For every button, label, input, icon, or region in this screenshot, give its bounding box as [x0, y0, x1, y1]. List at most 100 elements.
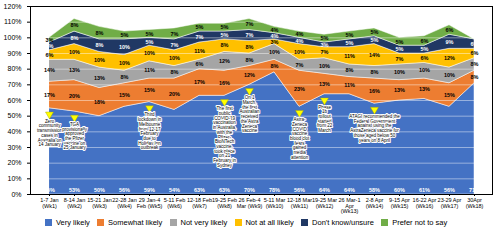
svg-text:Zerocommunitytransmissioncases: Zerocommunitytransmissioncases inAustral… — [37, 119, 63, 148]
svg-text:2-8 Apr(Wk14): 2-8 Apr(Wk14) — [366, 197, 384, 209]
svg-text:5%: 5% — [421, 46, 429, 52]
svg-text:0%: 0% — [11, 191, 21, 198]
svg-text:5%: 5% — [146, 31, 154, 37]
svg-text:The firstpublicCOVID-19vaccina: The firstpublicCOVID-19vaccinationin Aus… — [213, 106, 237, 168]
svg-text:64%: 64% — [319, 187, 330, 193]
svg-text:63%: 63% — [194, 187, 205, 193]
svg-text:5-11 Feb(Wk6): 5-11 Feb(Wk6) — [164, 197, 186, 209]
svg-text:26 Mar-1Apr(Wk13): 26 Mar-1Apr(Wk13) — [338, 197, 360, 214]
svg-text:3%: 3% — [46, 37, 54, 43]
svg-text:30Apr(Wk18): 30Apr(Wk18) — [466, 197, 484, 209]
svg-text:16%: 16% — [369, 88, 380, 94]
svg-text:23%: 23% — [294, 86, 305, 92]
svg-text:59%: 59% — [144, 187, 155, 193]
svg-text:5%: 5% — [346, 40, 354, 46]
svg-text:5%: 5% — [396, 46, 404, 52]
svg-text:1-7 Jan(Wk1): 1-7 Jan(Wk1) — [40, 197, 58, 209]
svg-text:7%: 7% — [171, 42, 179, 48]
svg-text:8%: 8% — [221, 42, 229, 48]
svg-text:20%: 20% — [69, 93, 80, 99]
svg-text:8%: 8% — [371, 69, 379, 75]
svg-text:110%: 110% — [4, 18, 21, 25]
svg-text:10%: 10% — [119, 60, 130, 66]
svg-text:4%: 4% — [296, 31, 304, 37]
svg-text:7%: 7% — [246, 21, 254, 27]
svg-text:23-29 Apr(Wk17): 23-29 Apr(Wk17) — [438, 197, 462, 209]
svg-text:5%: 5% — [221, 24, 229, 30]
svg-text:60%: 60% — [7, 97, 21, 104]
svg-text:19-25 Mar(Wk12): 19-25 Mar(Wk12) — [312, 197, 337, 209]
svg-text:TGAprovisionallyapprovedthe Pf: TGAprovisionallyapprovedthe Pfizervaccin… — [62, 122, 88, 151]
svg-text:58%: 58% — [369, 187, 380, 193]
svg-text:60%: 60% — [394, 187, 405, 193]
svg-text:10%: 10% — [294, 49, 305, 55]
svg-text:6%: 6% — [421, 38, 429, 44]
svg-text:6%: 6% — [196, 61, 204, 67]
svg-text:7%: 7% — [246, 32, 254, 38]
svg-text:7%: 7% — [396, 56, 404, 62]
svg-text:8%: 8% — [471, 74, 479, 80]
svg-text:10%: 10% — [69, 49, 80, 55]
svg-text:80%: 80% — [7, 65, 21, 72]
svg-text:12-18 Mar(Wk11): 12-18 Mar(Wk11) — [287, 197, 312, 209]
svg-text:9-15 Apr(Wk15): 9-15 Apr(Wk15) — [389, 197, 410, 209]
svg-text:10%: 10% — [394, 69, 405, 75]
svg-text:6%: 6% — [471, 41, 479, 47]
svg-text:11%: 11% — [194, 48, 205, 54]
svg-text:3%: 3% — [271, 39, 279, 45]
svg-text:10%: 10% — [144, 50, 155, 56]
svg-text:16%: 16% — [219, 80, 230, 86]
svg-text:22-28 Jan(Wk4): 22-28 Jan(Wk4) — [112, 197, 136, 209]
svg-text:15%: 15% — [144, 87, 155, 93]
svg-text:56%: 56% — [294, 187, 305, 193]
svg-text:13%: 13% — [394, 87, 405, 93]
svg-text:64%: 64% — [344, 187, 355, 193]
svg-text:10%: 10% — [94, 57, 105, 63]
svg-text:8%: 8% — [246, 57, 254, 63]
svg-text:12%: 12% — [219, 58, 230, 64]
svg-text:6%: 6% — [471, 50, 479, 56]
svg-text:15%: 15% — [444, 92, 455, 98]
svg-text:17%: 17% — [194, 79, 205, 85]
svg-text:10%: 10% — [119, 44, 130, 50]
svg-text:5%: 5% — [396, 39, 404, 45]
svg-text:8%: 8% — [71, 22, 79, 28]
svg-text:8-14 Jan(Wk2): 8-14 Jan(Wk2) — [64, 197, 85, 209]
svg-text:16-22 Apr(Wk16): 16-22 Apr(Wk16) — [413, 197, 437, 209]
svg-text:5%: 5% — [196, 24, 204, 30]
svg-text:8%: 8% — [96, 30, 104, 36]
svg-text:5%: 5% — [346, 32, 354, 38]
svg-text:61%: 61% — [419, 187, 430, 193]
svg-text:8%: 8% — [96, 42, 104, 48]
svg-text:100%: 100% — [4, 34, 22, 41]
svg-text:20%: 20% — [7, 159, 21, 166]
svg-text:5%: 5% — [46, 43, 54, 49]
svg-text:14%: 14% — [369, 52, 380, 58]
svg-text:15-21 Jan(Wk3): 15-21 Jan(Wk3) — [87, 197, 111, 209]
svg-text:8%: 8% — [246, 44, 254, 50]
svg-text:8%: 8% — [71, 35, 79, 41]
svg-text:53%: 53% — [69, 187, 80, 193]
svg-text:12%: 12% — [244, 72, 255, 78]
svg-text:Astra-ZenecaCOVIDvaccineblood: Astra-ZenecaCOVIDvaccineblood clotfearsg… — [290, 117, 310, 160]
svg-text:8%: 8% — [171, 69, 179, 75]
svg-text:14%: 14% — [44, 67, 55, 73]
svg-text:10%: 10% — [169, 55, 180, 61]
svg-text:56%: 56% — [444, 187, 455, 193]
svg-text:5%: 5% — [321, 35, 329, 41]
svg-text:13%: 13% — [94, 75, 105, 81]
svg-text:8%: 8% — [346, 67, 354, 73]
svg-text:6%: 6% — [46, 52, 54, 58]
svg-text:90%: 90% — [7, 50, 21, 57]
svg-text:30%: 30% — [7, 144, 21, 151]
svg-text:On 1March,the firstAustralianr: On 1March,the firstAustralianreceivedthe… — [239, 95, 260, 133]
svg-text:8%: 8% — [471, 61, 479, 67]
svg-text:7%: 7% — [196, 34, 204, 40]
svg-text:17%: 17% — [44, 92, 55, 98]
svg-text:78%: 78% — [269, 187, 280, 193]
svg-text:13%: 13% — [319, 81, 330, 87]
svg-text:5%: 5% — [371, 37, 379, 43]
svg-text:5%: 5% — [121, 32, 129, 38]
svg-text:11%: 11% — [144, 67, 155, 73]
svg-text:5%: 5% — [221, 32, 229, 38]
